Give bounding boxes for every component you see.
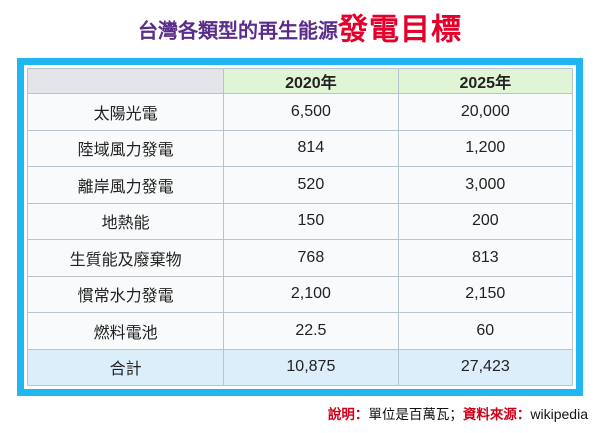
row-label: 陸域風力發電	[26, 129, 225, 167]
note-label: 說明：	[327, 407, 369, 423]
total-row: 合計 10,875 27,423	[26, 348, 574, 386]
value-2025: 20,000	[397, 93, 574, 131]
footnote: 說明：單位是百萬瓦；資料來源：wikipedia	[328, 403, 588, 423]
value-2020: 150	[223, 202, 399, 240]
page-title: 台灣各類型的再生能源發電目標	[0, 4, 600, 56]
table-row: 生質能及廢棄物 768 813	[26, 239, 574, 277]
header-row: 2020年 2025年	[26, 68, 574, 94]
title-main: 台灣各類型的再生能源	[138, 18, 338, 43]
header-2025: 2025年	[397, 68, 574, 94]
value-2020: 6,500	[223, 93, 399, 131]
total-2020: 10,875	[223, 348, 399, 386]
value-2020: 22.5	[223, 312, 399, 350]
source-label: 資料來源：	[462, 407, 531, 423]
table-inner-border: 2020年 2025年 太陽光電 6,500 20,000 陸域風力發電 814…	[24, 65, 576, 389]
table-row: 燃料電池 22.5 60	[26, 312, 574, 350]
value-2025: 813	[397, 239, 574, 277]
value-2025: 2,150	[397, 275, 574, 313]
table-frame: 2020年 2025年 太陽光電 6,500 20,000 陸域風力發電 814…	[17, 58, 583, 396]
source-text: wikipedia	[530, 406, 588, 422]
note-text: 單位是百萬瓦；	[368, 407, 463, 423]
table-row: 太陽光電 6,500 20,000	[26, 93, 574, 131]
value-2020: 2,100	[223, 275, 399, 313]
total-2025: 27,423	[397, 348, 574, 386]
value-2025: 1,200	[397, 129, 574, 167]
total-label: 合計	[26, 348, 225, 386]
energy-table: 2020年 2025年 太陽光電 6,500 20,000 陸域風力發電 814…	[26, 68, 574, 386]
header-corner	[26, 68, 225, 94]
title-highlight: 發電目標	[338, 12, 462, 48]
row-label: 生質能及廢棄物	[26, 239, 225, 277]
value-2020: 520	[223, 166, 399, 204]
value-2025: 3,000	[397, 166, 574, 204]
header-2020: 2020年	[223, 68, 399, 94]
value-2020: 768	[223, 239, 399, 277]
table-row: 離岸風力發電 520 3,000	[26, 166, 574, 204]
value-2025: 60	[397, 312, 574, 350]
row-label: 地熱能	[26, 202, 225, 240]
table-row: 陸域風力發電 814 1,200	[26, 129, 574, 167]
value-2025: 200	[397, 202, 574, 240]
row-label: 離岸風力發電	[26, 166, 225, 204]
row-label: 燃料電池	[26, 312, 225, 350]
row-label: 慣常水力發電	[26, 275, 225, 313]
value-2020: 814	[223, 129, 399, 167]
row-label: 太陽光電	[26, 93, 225, 131]
table-row: 地熱能 150 200	[26, 202, 574, 240]
table-row: 慣常水力發電 2,100 2,150	[26, 275, 574, 313]
